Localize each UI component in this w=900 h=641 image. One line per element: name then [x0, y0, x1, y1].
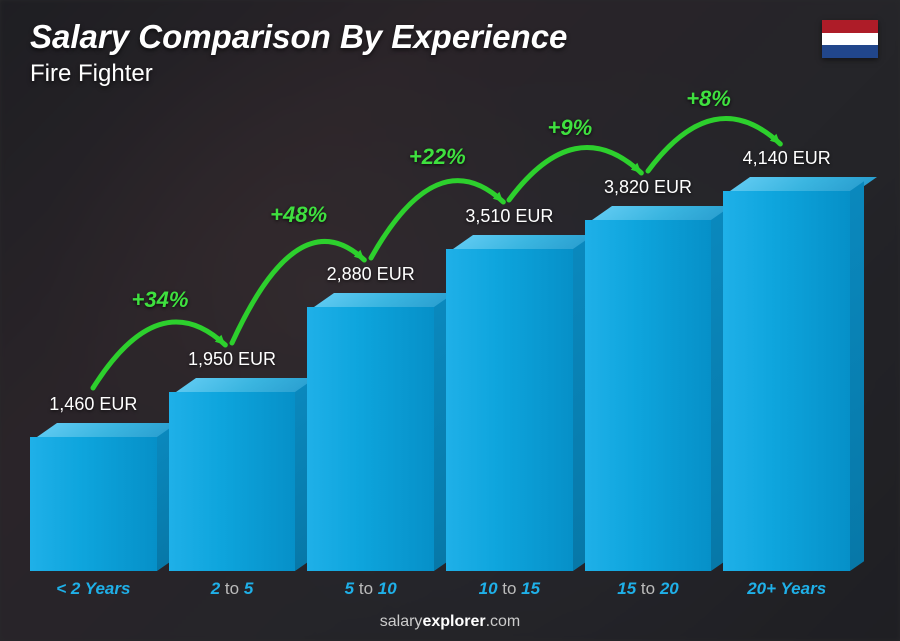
x-axis-label: 2 to 5 — [169, 579, 296, 599]
flag-stripe-blue — [822, 45, 878, 58]
bar — [446, 235, 573, 571]
country-flag-netherlands — [822, 20, 878, 58]
chart-subtitle: Fire Fighter — [30, 60, 153, 88]
footer-suffix: explorer — [422, 613, 485, 630]
bar — [723, 177, 850, 571]
bar-column: 4,140 EUR — [723, 148, 850, 571]
growth-arc-label: +48% — [270, 202, 327, 228]
bar-column: 3,820 EUR — [585, 177, 712, 571]
chart-title: Salary Comparison By Experience — [30, 18, 567, 56]
footer-domain: .com — [486, 613, 521, 630]
x-axis-label: 20+ Years — [723, 579, 850, 599]
x-axis-label: < 2 Years — [30, 579, 157, 599]
bar-column: 1,460 EUR — [30, 394, 157, 571]
bar — [30, 423, 157, 571]
bar-front-face — [446, 249, 573, 571]
bar-side-face — [850, 181, 864, 571]
bar-front-face — [169, 392, 296, 571]
chart-container: Salary Comparison By Experience Fire Fig… — [0, 0, 900, 641]
growth-arc-label: +22% — [409, 144, 466, 170]
bar-front-face — [723, 191, 850, 571]
bar — [585, 206, 712, 571]
growth-arc-label: +9% — [548, 115, 593, 141]
bar-front-face — [30, 437, 157, 571]
x-axis-label: 10 to 15 — [446, 579, 573, 599]
footer-prefix: salary — [380, 613, 423, 630]
x-axis-labels: < 2 Years 2 to 5 5 to 10 10 to 15 15 to 20 20… — [30, 579, 850, 599]
growth-arc-label: +34% — [132, 287, 189, 313]
flag-stripe-red — [822, 20, 878, 33]
x-axis-label: 5 to 10 — [307, 579, 434, 599]
footer-attribution: salaryexplorer.com — [0, 613, 900, 631]
x-axis-label: 15 to 20 — [585, 579, 712, 599]
flag-stripe-white — [822, 33, 878, 46]
bar-front-face — [585, 220, 712, 571]
growth-arc-label: +8% — [686, 86, 731, 112]
